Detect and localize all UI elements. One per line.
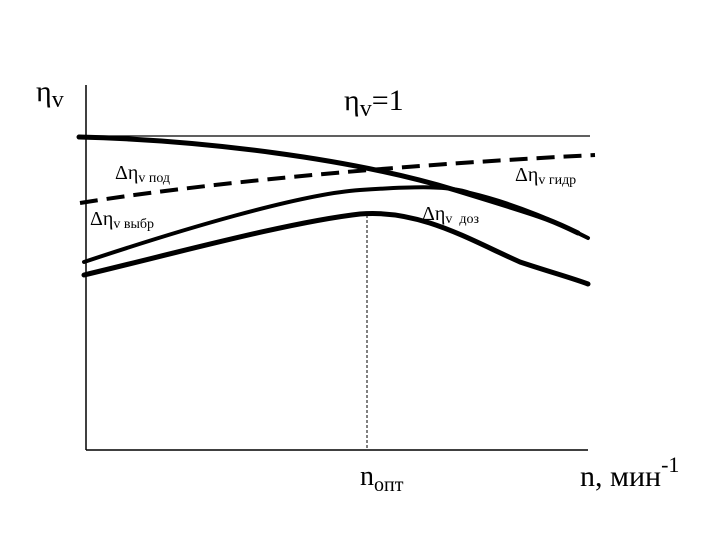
y-axis-label: ηv — [36, 75, 64, 113]
reference-line-label: ηv=1 — [344, 84, 404, 122]
curve-doz-label: Δηv доз — [422, 203, 479, 227]
y-axis-subscript: v — [52, 87, 64, 113]
optimum-subscript: опт — [374, 474, 404, 496]
curve-pod-subscript: v под — [138, 171, 170, 186]
curve-vybr — [82, 185, 590, 264]
reference-subscript: v — [360, 96, 372, 122]
y-axis-symbol: η — [36, 75, 52, 108]
curve-pod-label: Δηv под — [115, 162, 170, 186]
curve-doz-symbol: Δη — [422, 203, 445, 225]
reference-value: =1 — [372, 84, 404, 117]
curve-doz — [81, 210, 591, 287]
curve-gidr-label: Δηv гидр — [515, 164, 576, 188]
optimum-symbol: n — [360, 461, 374, 492]
curve-gidr-symbol: Δη — [515, 164, 538, 186]
curve-gidr-subscript: v гидр — [538, 173, 576, 188]
curve-vybr-subscript: v выбр — [113, 217, 154, 232]
curve-vybr-symbol: Δη — [90, 208, 113, 230]
curve-vybr-label: Δηv выбр — [90, 208, 154, 232]
x-axis-label: n, мин-1 — [580, 452, 679, 493]
curve-pod — [79, 153, 596, 205]
reference-symbol: η — [344, 84, 360, 117]
x-axis-text: n, мин — [580, 460, 661, 493]
curve-pod-symbol: Δη — [115, 162, 138, 184]
optimum-label: nопт — [360, 461, 404, 496]
curve-doz-subscript: v доз — [445, 212, 479, 227]
x-axis-superscript: -1 — [661, 452, 679, 477]
